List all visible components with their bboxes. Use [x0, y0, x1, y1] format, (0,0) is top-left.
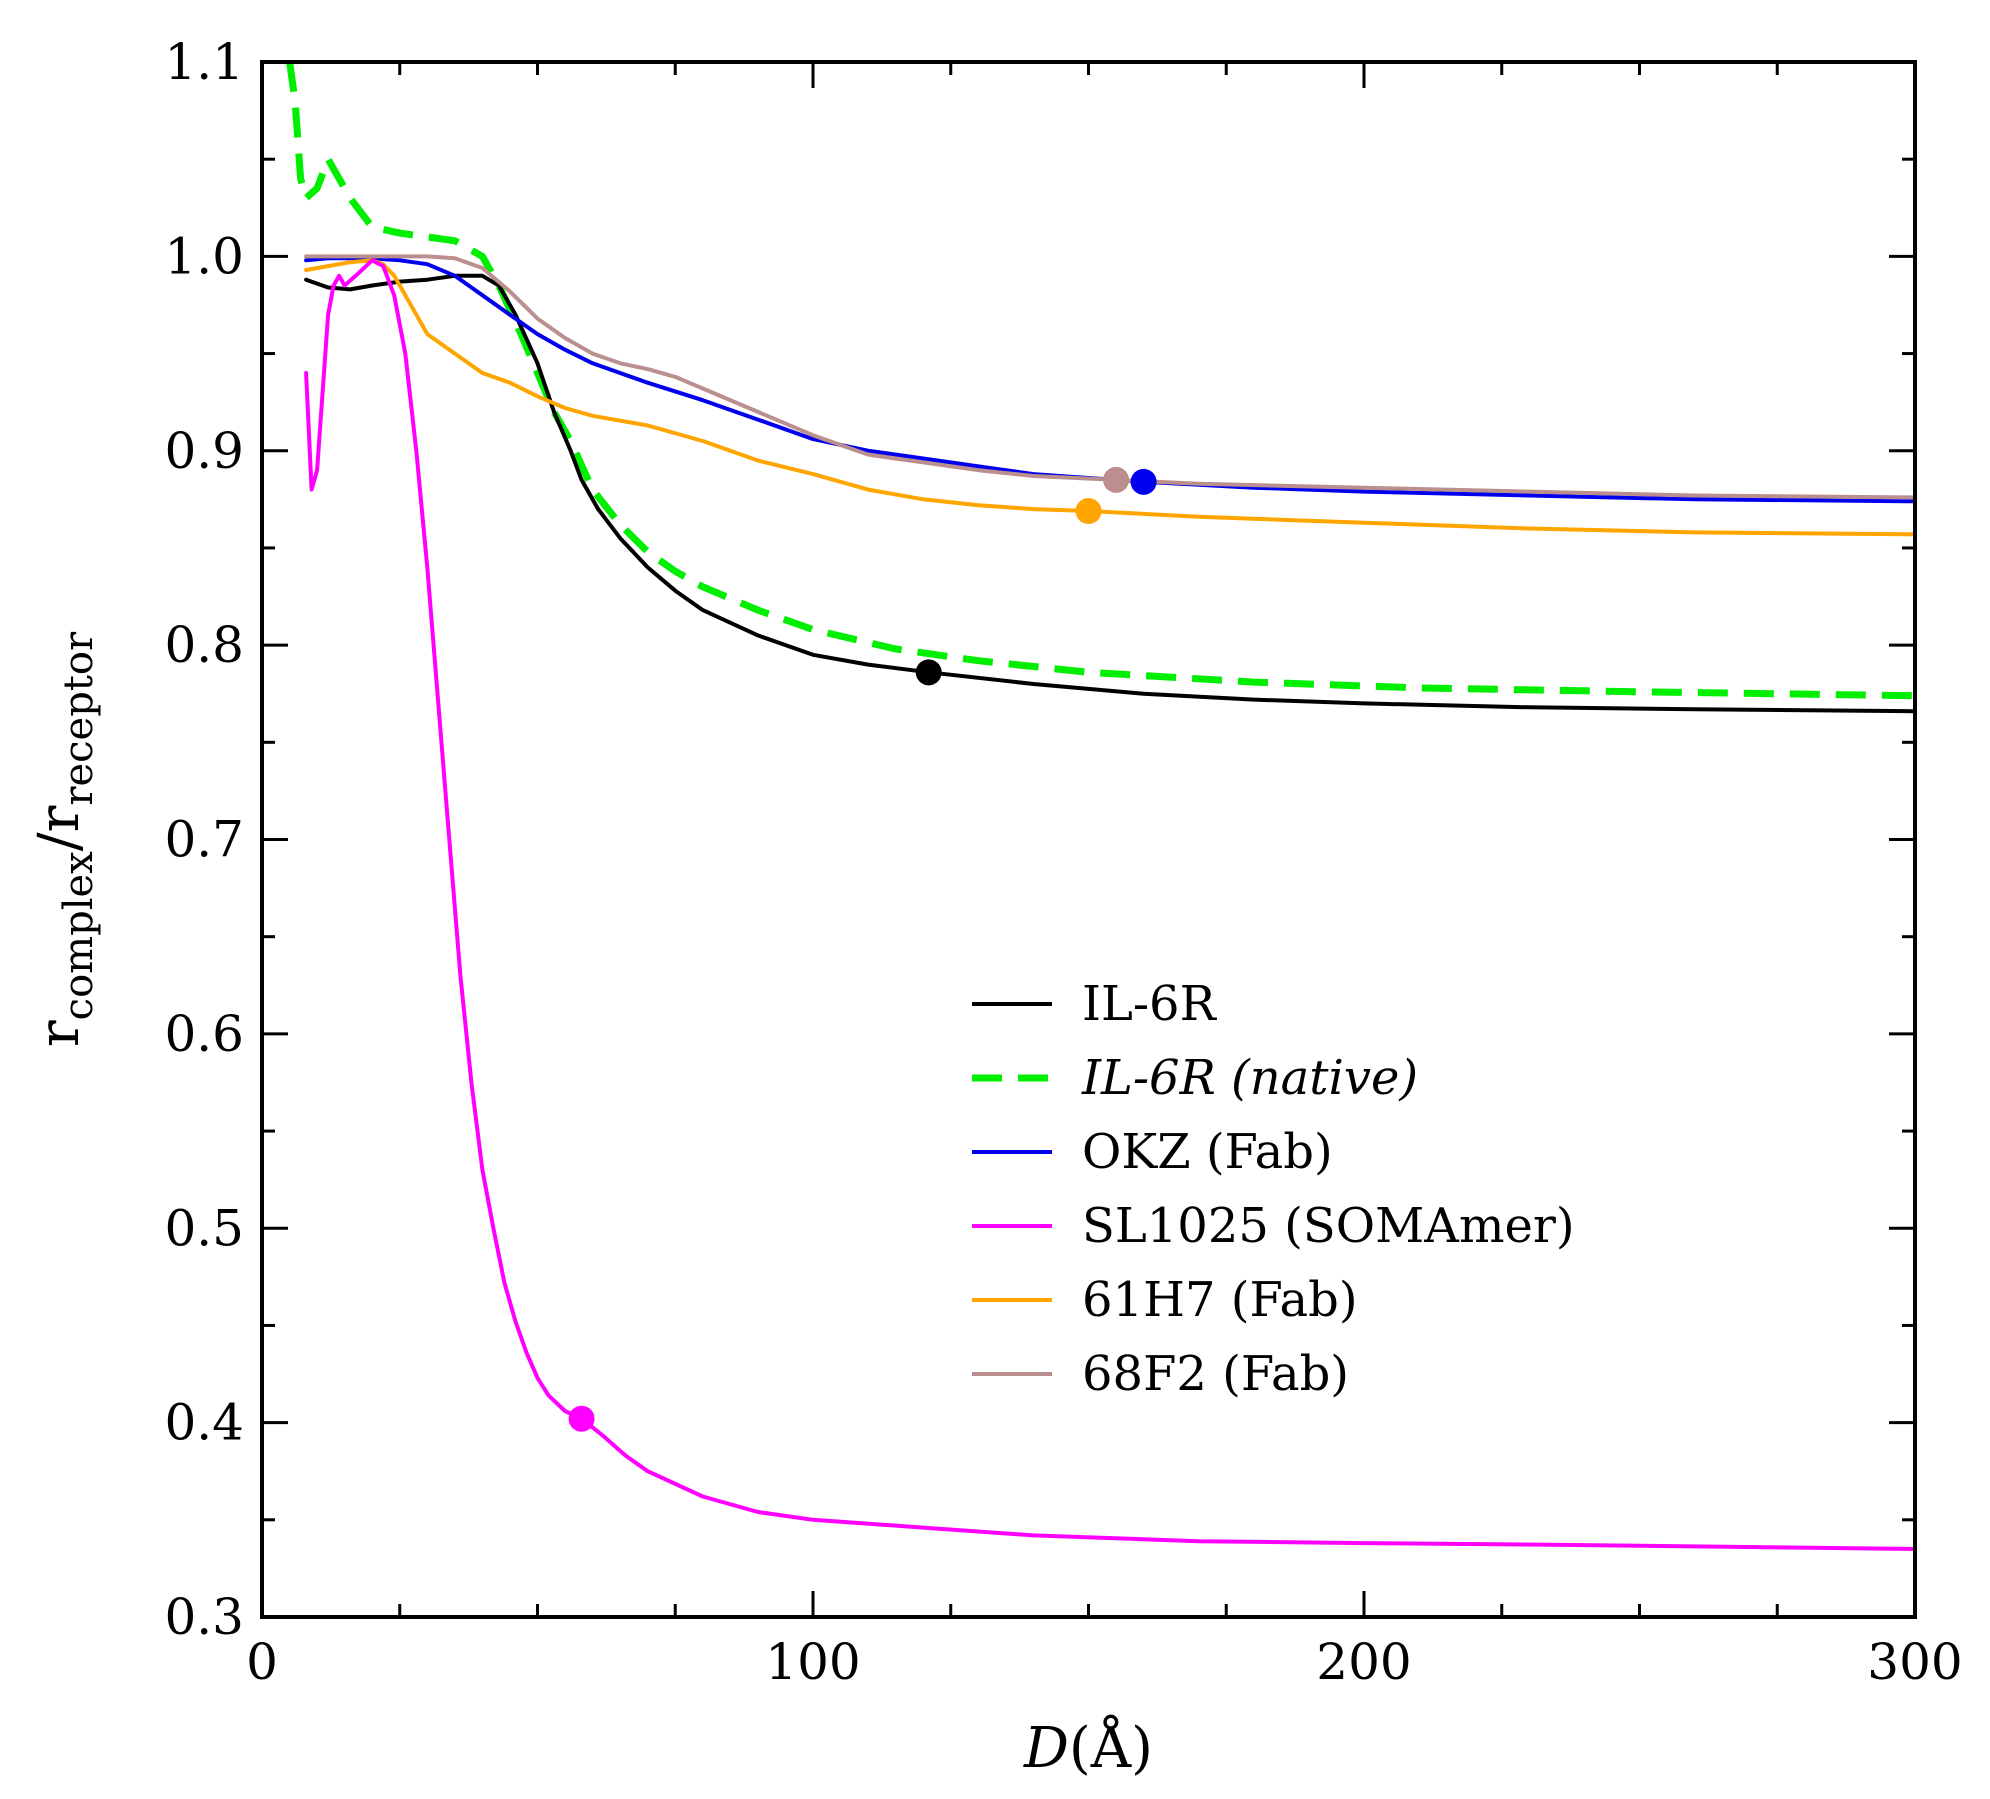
y-tick-label: 0.8 — [164, 616, 244, 674]
y-tick-label: 0.4 — [164, 1394, 244, 1452]
y-axis-title: rcomplex/rreceptor — [27, 631, 102, 1047]
series-line-68f2-fab — [304, 254, 1917, 500]
y-axis-title-r1: r — [27, 1020, 92, 1047]
y-tick-label: 1.1 — [164, 33, 244, 91]
series-marker-68f2-fab — [1103, 466, 1130, 493]
x-tick-label: 200 — [1316, 1633, 1411, 1691]
series-marker-61h7-fab — [1075, 498, 1102, 525]
y-tick-label: 0.6 — [164, 1005, 244, 1063]
series-lines — [286, 61, 1917, 1551]
series-line-il-6r-native — [286, 61, 1916, 700]
x-axis-title: D(Å) — [1023, 1714, 1153, 1781]
series-line-61h7-fab — [304, 258, 1917, 537]
y-axis-title-slash: / — [27, 832, 92, 851]
legend-label-68f2-fab: 68F2 (Fab) — [1082, 1346, 1349, 1402]
legend-label-61h7-fab: 61H7 (Fab) — [1082, 1272, 1358, 1328]
x-axis-title-variable: D — [1023, 1716, 1069, 1781]
x-tick-label: 0 — [246, 1633, 278, 1691]
series-line-sl1025-somamer — [304, 258, 1917, 1551]
y-tick-label: 0.3 — [164, 1588, 244, 1646]
x-tick-label: 100 — [765, 1633, 860, 1691]
legend-label-okz-fab: OKZ (Fab) — [1082, 1124, 1333, 1180]
y-axis-title-r2: r — [27, 805, 92, 832]
tick-labels: 0 100 200 300 0.3 0.4 0.5 0.6 0.7 0.8 0.9 1.0 1.1 — [164, 33, 1962, 1691]
y-axis-title-sub-complex: complex — [56, 851, 102, 1020]
x-axis-title-unit: (Å) — [1069, 1714, 1153, 1781]
y-axis-title-wrap: rcomplex/rreceptor — [27, 631, 102, 1047]
series-marker-okz-fab — [1130, 468, 1157, 495]
series-line-il-6r — [304, 273, 1917, 714]
y-axis-title-sub-receptor: receptor — [56, 631, 102, 806]
legend-label-sl1025-somamer: SL1025 (SOMAmer) — [1082, 1198, 1575, 1254]
series-markers — [568, 466, 1157, 1432]
x-tick-label: 300 — [1867, 1633, 1962, 1691]
legend-label-il-6r-native: IL-6R (native) — [1081, 1050, 1418, 1106]
plot-frame — [260, 60, 1917, 1619]
y-tick-label: 0.7 — [164, 811, 244, 869]
legend: IL-6R IL-6R (native) OKZ (Fab) SL1025 (SOMA… — [972, 976, 1575, 1402]
series-line-okz-fab — [304, 256, 1917, 504]
y-tick-label: 0.9 — [164, 422, 244, 480]
legend-label-il-6r: IL-6R — [1082, 976, 1218, 1032]
y-tick-label: 1.0 — [164, 227, 244, 285]
y-tick-label: 0.5 — [164, 1199, 244, 1257]
series-marker-il-6r — [915, 659, 942, 686]
series-marker-sl1025-somamer — [568, 1405, 595, 1432]
